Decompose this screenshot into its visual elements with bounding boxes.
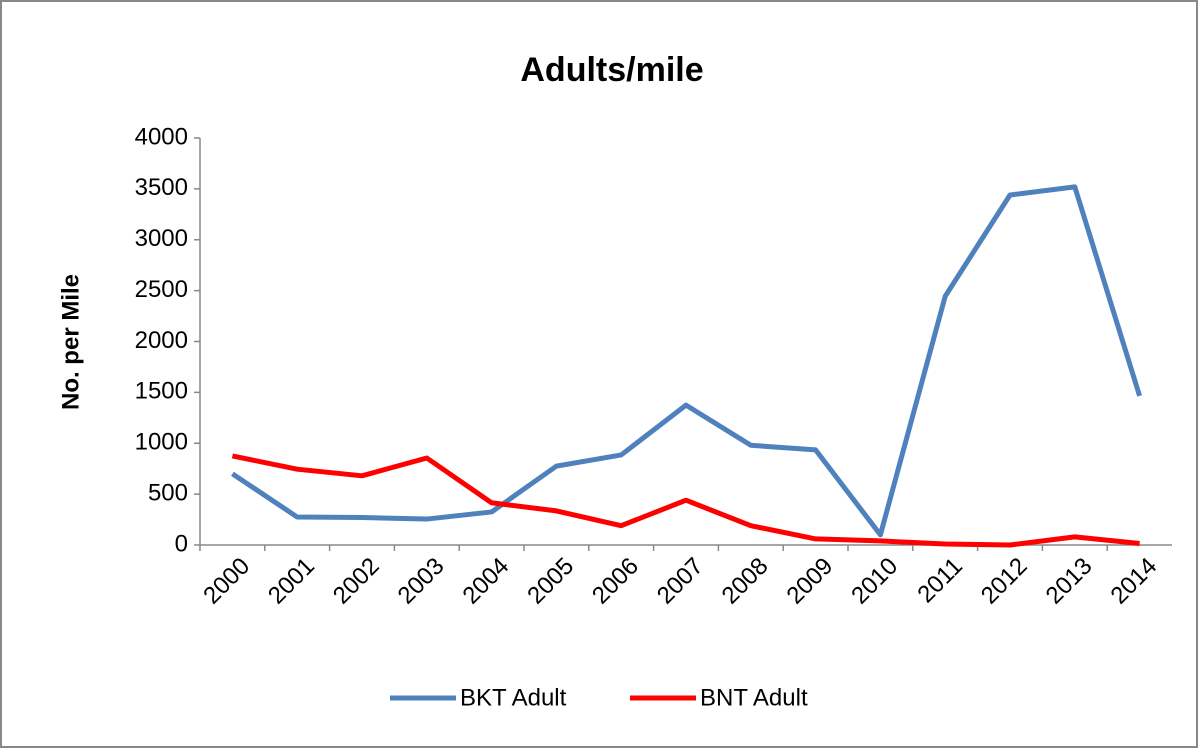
y-tick-label: 2000 [135, 327, 188, 354]
y-tick-label: 1500 [135, 378, 188, 405]
y-tick-label: 4000 [135, 123, 188, 150]
line-series [231, 453, 1140, 548]
y-tick-label: 3000 [135, 225, 188, 252]
y-axis-label: No. per Mile [57, 274, 84, 410]
legend-label: BNT Adult [700, 684, 808, 711]
legend-label: BKT Adult [460, 684, 567, 711]
y-tick-label: 500 [148, 479, 188, 506]
chart-title: Adults/mile [520, 51, 703, 89]
line-series [231, 184, 1142, 538]
y-tick-label: 1000 [135, 429, 188, 456]
y-tick-label: 0 [175, 530, 188, 557]
y-tick-label: 2500 [135, 276, 188, 303]
y-tick-label: 3500 [135, 174, 188, 201]
